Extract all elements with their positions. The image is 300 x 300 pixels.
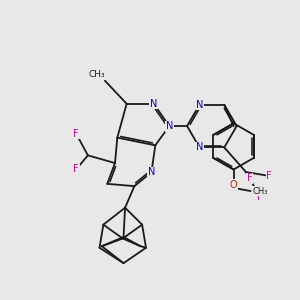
Text: F: F [266, 171, 272, 181]
Text: N: N [166, 121, 173, 131]
Text: N: N [196, 100, 203, 110]
Text: N: N [148, 167, 155, 177]
Text: O: O [230, 180, 237, 190]
Text: CH₃: CH₃ [252, 187, 268, 196]
Text: F: F [257, 192, 263, 202]
Text: F: F [74, 164, 79, 174]
Text: F: F [74, 129, 79, 139]
Text: N: N [196, 142, 203, 152]
Text: F: F [247, 173, 253, 183]
Text: CH₃: CH₃ [89, 70, 106, 79]
Text: N: N [150, 99, 158, 109]
